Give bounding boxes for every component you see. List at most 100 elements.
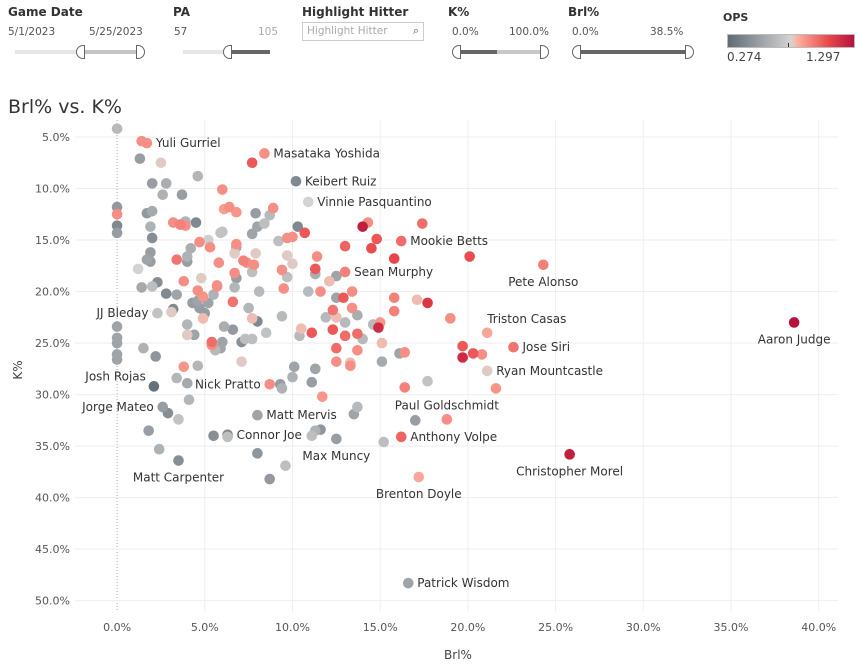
game-date-min-handle[interactable] [76, 45, 85, 59]
data-point[interactable] [413, 471, 425, 483]
data-point[interactable] [324, 275, 335, 287]
data-point[interactable] [311, 251, 323, 262]
data-point[interactable] [195, 272, 207, 284]
data-point[interactable] [346, 302, 358, 314]
data-point[interactable] [185, 242, 197, 254]
data-point[interactable] [246, 228, 258, 240]
data-point[interactable] [376, 356, 388, 367]
data-point[interactable] [160, 288, 172, 299]
data-point[interactable] [181, 319, 193, 330]
data-point[interactable] [317, 391, 328, 402]
data-point[interactable] [238, 255, 249, 266]
data-point[interactable] [152, 307, 163, 319]
highlight-hitter-input[interactable]: Highlight Hitter ⌕ [302, 22, 424, 41]
data-point[interactable] [320, 312, 332, 323]
data-point[interactable] [252, 448, 263, 459]
data-point[interactable] [224, 201, 235, 213]
data-point[interactable] [197, 313, 209, 324]
data-point[interactable] [287, 231, 298, 243]
search-icon[interactable]: ⌕ [412, 24, 419, 37]
data-point[interactable] [146, 178, 158, 189]
k-pct-min-handle[interactable] [452, 45, 461, 59]
data-point[interactable] [422, 375, 433, 387]
data-point[interactable] [176, 189, 188, 201]
data-point[interactable] [388, 253, 400, 264]
brl-pct-min-handle[interactable] [572, 45, 581, 59]
data-point[interactable] [111, 354, 123, 365]
data-point[interactable] [171, 254, 183, 265]
data-point[interactable] [217, 226, 228, 238]
data-point[interactable] [288, 361, 300, 373]
data-point[interactable] [327, 304, 339, 316]
data-point[interactable] [146, 205, 158, 217]
data-point[interactable] [213, 257, 225, 269]
data-point[interactable] [259, 148, 270, 159]
data-point[interactable] [174, 219, 186, 230]
data-point[interactable] [339, 317, 351, 328]
data-point[interactable] [111, 321, 123, 332]
data-point[interactable] [371, 233, 382, 245]
data-point[interactable] [273, 235, 284, 247]
data-point[interactable] [331, 356, 342, 367]
data-point[interactable] [222, 431, 233, 443]
data-point[interactable] [136, 282, 147, 293]
data-point[interactable] [173, 414, 184, 425]
data-point[interactable] [331, 433, 342, 445]
data-point[interactable] [211, 281, 223, 292]
data-point[interactable] [192, 360, 204, 372]
data-point[interactable] [306, 327, 318, 339]
data-point[interactable] [160, 178, 172, 189]
data-point[interactable] [248, 259, 260, 271]
data-point[interactable] [111, 208, 123, 220]
data-point[interactable] [192, 170, 204, 182]
data-point[interactable] [399, 347, 411, 358]
data-point[interactable] [171, 289, 183, 300]
data-point[interactable] [141, 254, 153, 265]
data-point[interactable] [204, 241, 216, 253]
data-point[interactable] [352, 344, 363, 356]
data-point[interactable] [246, 313, 258, 324]
data-point[interactable] [345, 360, 356, 372]
data-point[interactable] [252, 409, 263, 421]
data-point[interactable] [190, 217, 202, 228]
data-point[interactable] [192, 285, 204, 296]
data-point[interactable] [157, 189, 169, 201]
data-point[interactable] [145, 221, 156, 232]
data-point[interactable] [399, 382, 411, 393]
data-point[interactable] [327, 324, 339, 335]
brl-pct-max-handle[interactable] [685, 45, 694, 59]
data-point[interactable] [422, 297, 433, 309]
data-point[interactable] [208, 289, 219, 300]
data-point[interactable] [181, 377, 193, 389]
data-point[interactable] [481, 327, 493, 339]
data-point[interactable] [157, 401, 169, 413]
data-point[interactable] [366, 242, 377, 254]
data-point[interactable] [246, 157, 258, 169]
data-point[interactable] [178, 361, 190, 373]
data-point[interactable] [467, 348, 479, 359]
data-point[interactable] [441, 414, 453, 425]
data-point[interactable] [346, 286, 358, 297]
data-point[interactable] [290, 176, 302, 187]
data-point[interactable] [508, 341, 519, 353]
data-point[interactable] [253, 286, 265, 297]
game-date-max-handle[interactable] [136, 45, 145, 59]
data-point[interactable] [339, 240, 351, 252]
data-point[interactable] [352, 401, 363, 413]
data-point[interactable] [339, 266, 351, 278]
data-point[interactable] [310, 263, 321, 275]
data-point[interactable] [111, 123, 123, 135]
data-point[interactable] [155, 157, 167, 169]
data-point[interactable] [243, 302, 254, 314]
data-point[interactable] [306, 376, 318, 388]
data-point[interactable] [246, 333, 258, 345]
data-point[interactable] [302, 196, 314, 208]
data-point[interactable] [218, 321, 230, 332]
data-point[interactable] [229, 282, 240, 293]
data-point[interactable] [150, 351, 161, 362]
data-point[interactable] [402, 577, 414, 589]
data-point[interactable] [181, 329, 193, 341]
data-point[interactable] [217, 184, 228, 195]
data-point[interactable] [250, 207, 261, 219]
data-point[interactable] [310, 363, 321, 375]
